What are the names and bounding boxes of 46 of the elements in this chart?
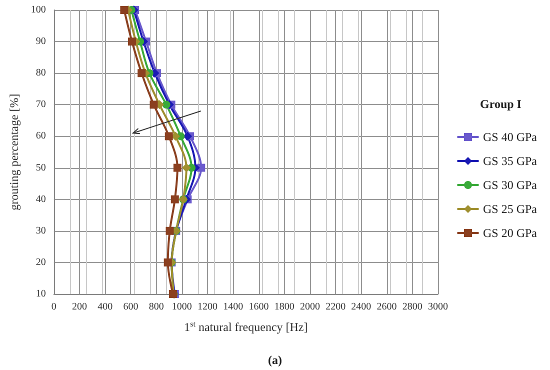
x-tick-label: 1800 (274, 302, 294, 312)
point (128, 38, 136, 46)
legend-label: GS 25 GPa (483, 202, 538, 216)
point (170, 195, 179, 204)
x-tick-label: 2400 (351, 302, 372, 312)
x-tick-label: 2000 (300, 302, 320, 312)
legend-label: GS 30 GPa (483, 178, 538, 192)
x-tick-label: 1000 (172, 302, 192, 312)
x-tick-label: 200 (72, 302, 88, 312)
x-tick-label: 2800 (402, 302, 422, 312)
x-tick-label: 800 (148, 302, 164, 312)
y-tick-label: 20 (36, 256, 46, 268)
y-tick-label: 40 (36, 194, 46, 205)
y-tick-label: 70 (36, 99, 46, 110)
legend-title: Group I (480, 97, 522, 111)
point (150, 100, 158, 109)
x-tick-label: 1200 (198, 302, 218, 312)
y-tick-label: 90 (36, 36, 46, 48)
point (162, 100, 170, 109)
point (164, 132, 173, 140)
y-axis-title: grouting percentage [%] (7, 94, 21, 210)
point (182, 163, 191, 172)
y-tick-label: 100 (30, 4, 46, 16)
y-tick-label: 30 (36, 225, 46, 236)
y-tick-label: 50 (36, 162, 46, 174)
point (164, 258, 172, 266)
x-tick-label: 600 (123, 302, 138, 312)
y-tick-label: 10 (36, 288, 46, 300)
x-tick-label: 400 (98, 302, 113, 312)
point (138, 69, 146, 78)
point (183, 132, 192, 141)
x-tick-label: 2600 (376, 302, 397, 312)
y-tick-label: 60 (36, 130, 46, 142)
x-tick-label: 3000 (428, 302, 448, 312)
y-tick-label: 80 (36, 68, 46, 79)
point (166, 226, 174, 235)
legend-label: GS 20 GPa (483, 226, 538, 240)
point (173, 164, 182, 172)
x-tick-label: 0 (51, 302, 56, 312)
x-tick-label: 1400 (223, 302, 244, 312)
text: (a) (268, 353, 282, 367)
legend-label: GS 35 GPa (483, 154, 538, 168)
x-tick-label: 2200 (326, 302, 346, 312)
point (120, 6, 128, 14)
x-tick-label: 1600 (248, 302, 269, 312)
legend-label: GS 40 GPa (483, 130, 538, 144)
